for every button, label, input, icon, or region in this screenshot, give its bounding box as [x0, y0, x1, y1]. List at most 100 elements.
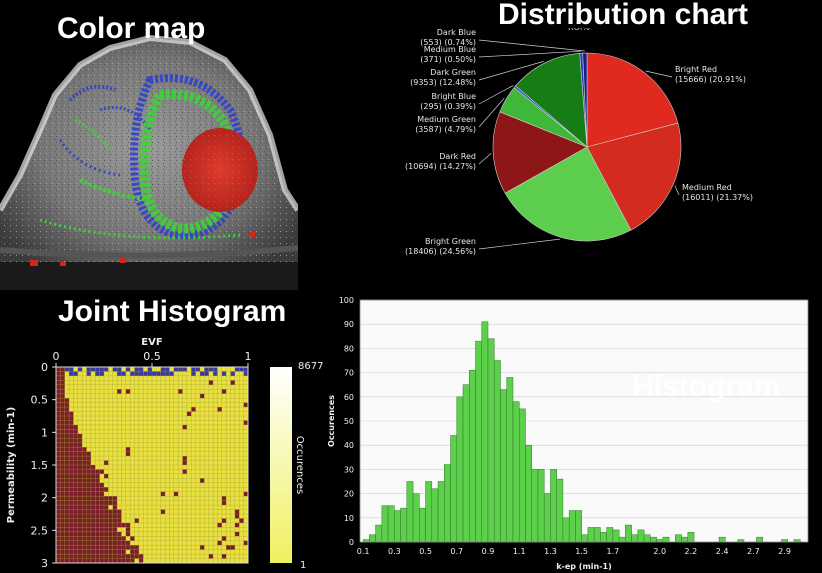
heatmap-cell — [60, 554, 65, 559]
heatmap-cells — [56, 367, 248, 563]
heatmap-cell — [182, 367, 187, 372]
heatmap-cell — [56, 522, 61, 528]
pie-label: Dark Green — [430, 68, 476, 77]
heatmap-cell — [134, 545, 139, 550]
heatmap-cell — [95, 482, 100, 488]
heatmap-cell — [82, 554, 87, 559]
heatmap-cell — [64, 451, 70, 457]
heatmap-cell — [73, 433, 78, 439]
histogram-bar — [506, 377, 514, 543]
heatmap-cell — [64, 549, 70, 555]
heatmap-cell — [69, 460, 74, 465]
heatmap-cell — [77, 491, 83, 497]
heatmap-cell — [64, 411, 70, 416]
heatmap-cell — [56, 433, 61, 439]
histogram-bar — [600, 532, 607, 543]
heatmap-cell — [121, 549, 126, 555]
histogram-bar — [618, 536, 626, 543]
heatmap-cell — [64, 402, 70, 408]
heatmap-cell — [95, 509, 100, 514]
heatmap-cell — [121, 540, 126, 546]
pie-leader-line — [478, 238, 560, 250]
heatmap-cell — [82, 451, 87, 457]
colorbar-label: Occurences — [294, 436, 305, 494]
heatmap-cell — [60, 393, 65, 399]
heatmap-cell — [104, 558, 109, 563]
heatmap-cell — [60, 482, 65, 488]
histogram-bar — [537, 469, 545, 543]
heatmap-cell — [178, 367, 183, 372]
heatmap-cell — [64, 429, 70, 434]
histogram-x-tick-label: 2.2 — [685, 547, 698, 556]
heatmap-cell — [73, 442, 78, 448]
heatmap-cell — [95, 367, 100, 372]
pie-slice-bright-red — [586, 52, 679, 148]
heatmap-cell — [99, 522, 104, 528]
heatmap-cell — [86, 487, 91, 492]
heatmap-cell — [160, 371, 166, 376]
heatmap-cell — [60, 549, 65, 555]
heatmap-cell — [243, 371, 248, 376]
heatmap-cell — [60, 442, 65, 448]
heatmap-cell — [117, 554, 122, 559]
heatmap-cell — [160, 491, 166, 497]
heatmap-cell — [69, 491, 74, 497]
histogram-bar — [469, 369, 476, 543]
histogram-bar — [637, 529, 645, 543]
heatmap-cell — [138, 367, 144, 372]
heatmap-cell — [56, 545, 61, 550]
heatmap-cell — [64, 456, 70, 461]
heatmap-cell — [99, 527, 104, 532]
heatmap-cell — [104, 505, 109, 510]
color-map-panel — [0, 0, 301, 290]
heatmap-y-tick-label: 1.5 — [31, 459, 49, 472]
histogram-bar — [387, 505, 395, 543]
heatmap-cell — [95, 514, 100, 519]
heatmap-cell — [86, 478, 91, 483]
pie-label: Dark Blue — [437, 28, 476, 37]
heatmap-cell — [77, 514, 83, 519]
heatmap-cell — [86, 536, 91, 541]
heatmap-cell — [69, 473, 74, 479]
heatmap-cell — [77, 451, 83, 457]
heatmap-cell — [104, 531, 109, 537]
heatmap-cell — [121, 545, 126, 550]
heatmap-cell — [108, 527, 113, 532]
heatmap-cell — [99, 371, 104, 376]
heatmap-cell — [73, 456, 78, 461]
heatmap-cell — [95, 527, 100, 532]
heatmap-cell — [112, 527, 118, 532]
heatmap-cell — [208, 380, 214, 385]
pie-slice-dark-green — [515, 52, 588, 148]
histogram-y-tick-label: 90 — [344, 320, 354, 329]
heatmap-x-tick-label: 0 — [53, 350, 60, 363]
heatmap-cell — [82, 505, 87, 510]
heatmap-cell — [60, 478, 65, 483]
heatmap-cell — [121, 554, 126, 559]
heatmap-cell — [60, 384, 65, 390]
heatmap-cell — [56, 424, 61, 430]
heatmap-cell — [169, 371, 174, 376]
histogram-bar — [718, 536, 726, 543]
heatmap-cell — [99, 518, 104, 523]
heatmap-cell — [60, 465, 65, 470]
heatmap-cell — [234, 514, 240, 519]
kep-histogram-chart: 0 10 20 30 40 50 60 70 80 90 100 0.1 0.3 0.5 0.7 0.9 1.1… — [327, 296, 809, 571]
heatmap-cell — [86, 371, 91, 376]
pie-slice-dark-blue — [582, 52, 588, 148]
heatmap-cell — [56, 402, 61, 408]
heatmap-x-label: EVF — [141, 337, 162, 348]
heatmap-cell — [104, 545, 109, 550]
pie-count-label: (18406) (24.56%) — [405, 247, 476, 256]
heatmap-cell — [86, 522, 91, 528]
heatmap-cell — [90, 536, 96, 541]
heatmap-cell — [99, 367, 104, 372]
histogram-bar — [550, 469, 557, 543]
heatmap-cell — [95, 549, 100, 555]
heatmap-cell — [69, 416, 74, 421]
heatmap-cell — [138, 554, 144, 559]
heatmap-cell — [99, 500, 104, 506]
heatmap-cell — [69, 540, 74, 546]
heatmap-cell — [73, 473, 78, 479]
heatmap-cell — [82, 496, 87, 501]
